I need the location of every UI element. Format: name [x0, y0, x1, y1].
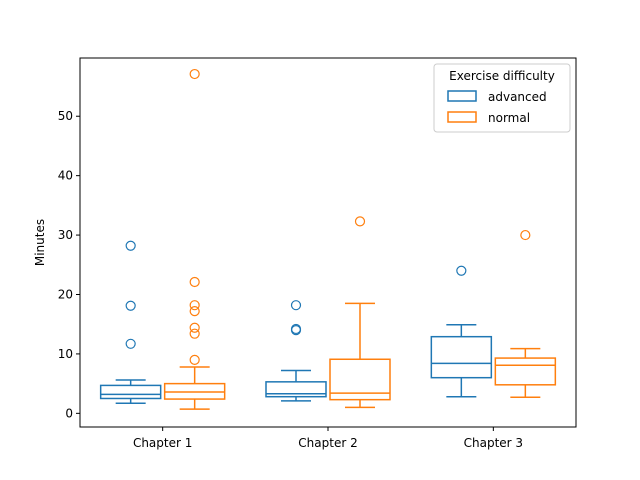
y-tick-label: 40	[58, 169, 73, 183]
y-tick-label: 20	[58, 287, 73, 301]
y-tick-label: 30	[58, 228, 73, 242]
outlier-point	[125, 300, 136, 311]
y-tick-label: 50	[58, 109, 73, 123]
outlier-point	[520, 229, 531, 241]
outlier-point	[290, 300, 302, 311]
legend-swatch-advanced	[447, 90, 477, 102]
outlier-point	[189, 328, 200, 339]
box-body	[99, 384, 162, 400]
box-normal-2	[329, 216, 391, 409]
outlier-point	[125, 240, 136, 251]
y-axis: 0 10 20 30 40 50	[58, 109, 80, 420]
box-advanced-1	[99, 240, 162, 404]
box-advanced-2	[265, 300, 327, 402]
box-advanced-3	[430, 265, 493, 398]
legend-label-advanced: advanced	[488, 90, 547, 104]
y-tick-label: 0	[65, 406, 73, 420]
legend-swatch-normal	[447, 111, 477, 123]
outlier-point	[189, 354, 200, 365]
x-axis: Chapter 1 Chapter 2 Chapter 3	[133, 427, 523, 450]
box-normal-3	[494, 229, 557, 399]
legend-title: Exercise difficulty	[449, 69, 555, 83]
legend-frame	[433, 63, 571, 133]
outlier-point	[189, 306, 200, 317]
legend: Exercise difficulty advanced normal	[433, 63, 571, 133]
outlier-point	[189, 300, 200, 311]
outlier-point	[354, 216, 366, 227]
plot-marks	[99, 68, 557, 410]
box-body	[494, 357, 557, 386]
box-body	[430, 335, 493, 379]
outlier-point	[456, 265, 467, 276]
box-body	[265, 381, 327, 398]
legend-label-normal: normal	[488, 111, 530, 125]
outlier-point	[290, 323, 302, 335]
x-tick-label: Chapter 3	[464, 436, 523, 450]
outlier-point	[189, 68, 200, 80]
box-normal-1	[163, 68, 226, 410]
outlier-point	[125, 338, 136, 349]
y-axis-label: Minutes	[33, 219, 47, 266]
x-tick-label: Chapter 2	[298, 436, 357, 450]
box-body	[329, 358, 391, 401]
y-tick-label: 10	[58, 347, 73, 361]
x-tick-label: Chapter 1	[133, 436, 192, 450]
outlier-point	[189, 322, 200, 333]
outlier-point	[189, 276, 200, 288]
